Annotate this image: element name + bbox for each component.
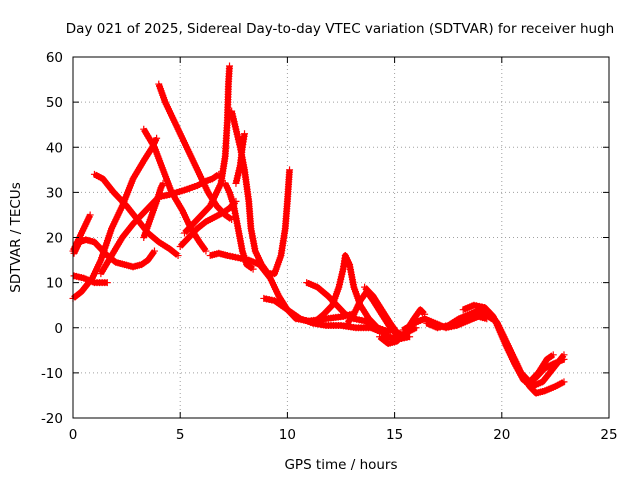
x-tick-label: 15 [386, 427, 403, 443]
series-arc-11 [180, 62, 234, 237]
y-tick-label: 0 [54, 321, 63, 337]
series-line [470, 311, 567, 390]
series-markers [232, 130, 249, 187]
series-arc-13 [221, 179, 257, 273]
series-arc-25 [468, 310, 568, 390]
x-tick-label: 20 [493, 427, 510, 443]
chart-title: Day 021 of 2025, Sidereal Day-to-day VTE… [66, 21, 614, 37]
x-axis-label: GPS time / hours [284, 457, 397, 473]
y-axis-label: SDTVAR / TECUs [8, 182, 24, 292]
x-tick-label: 10 [279, 427, 296, 443]
series-markers [155, 80, 236, 223]
y-tick-label: 60 [46, 50, 63, 66]
x-tick-label: 0 [69, 427, 78, 443]
plot-area [69, 62, 568, 397]
y-tick-label: -10 [41, 366, 63, 382]
series-arc-15 [232, 130, 249, 187]
series-markers [140, 125, 210, 255]
series-markers [468, 310, 568, 390]
x-tick-label: 5 [176, 427, 185, 443]
series-arc-18 [309, 252, 414, 343]
series-arc-8 [140, 125, 210, 255]
series-markers [524, 355, 568, 388]
series-markers [228, 107, 294, 278]
y-tick-label: -20 [41, 411, 63, 427]
y-tick-label: 40 [46, 140, 63, 156]
series-markers [140, 179, 167, 241]
series-arc-7 [140, 179, 167, 241]
series-arc-26 [524, 355, 568, 388]
y-tick-label: 30 [46, 185, 63, 201]
series-markers [180, 62, 234, 237]
y-tick-label: 20 [46, 231, 63, 247]
y-tick-label: 50 [46, 95, 63, 111]
axis-ticks: 0 5 10 15 20 25 -20 -10 0 10 20 30 40 50 60 [41, 50, 618, 443]
x-tick-label: 25 [600, 427, 617, 443]
series-arc-10 [176, 197, 240, 251]
y-tick-label: 10 [46, 276, 63, 292]
series-markers [221, 179, 257, 273]
